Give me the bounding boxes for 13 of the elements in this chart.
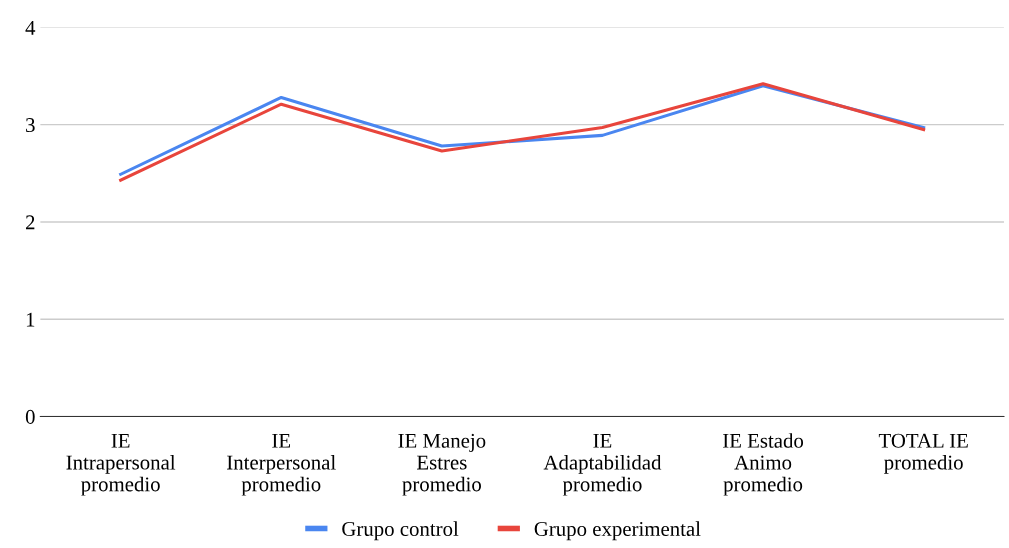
y-tick-label: 4: [25, 20, 36, 35]
x-tick-label: IE Adaptabilidad promedio: [543, 433, 662, 496]
legend-label: Grupo experimental: [534, 521, 701, 541]
x-tick-label: IE Manejo Estres promedio: [398, 433, 486, 496]
legend-label: Grupo control: [342, 521, 459, 541]
x-tick-label: IE Interpersonal promedio: [227, 433, 336, 496]
y-tick-label: 1: [26, 312, 35, 327]
y-tick-label: 2: [26, 215, 35, 230]
y-tick-label: 0: [25, 409, 35, 424]
y-tick-label: 3: [26, 118, 35, 133]
x-tick-label: TOTAL IE promedio: [878, 433, 968, 474]
x-tick-label: IE Estado Animo promedio: [723, 433, 804, 496]
x-tick-label: IE Intrapersonal promedio: [66, 433, 176, 496]
